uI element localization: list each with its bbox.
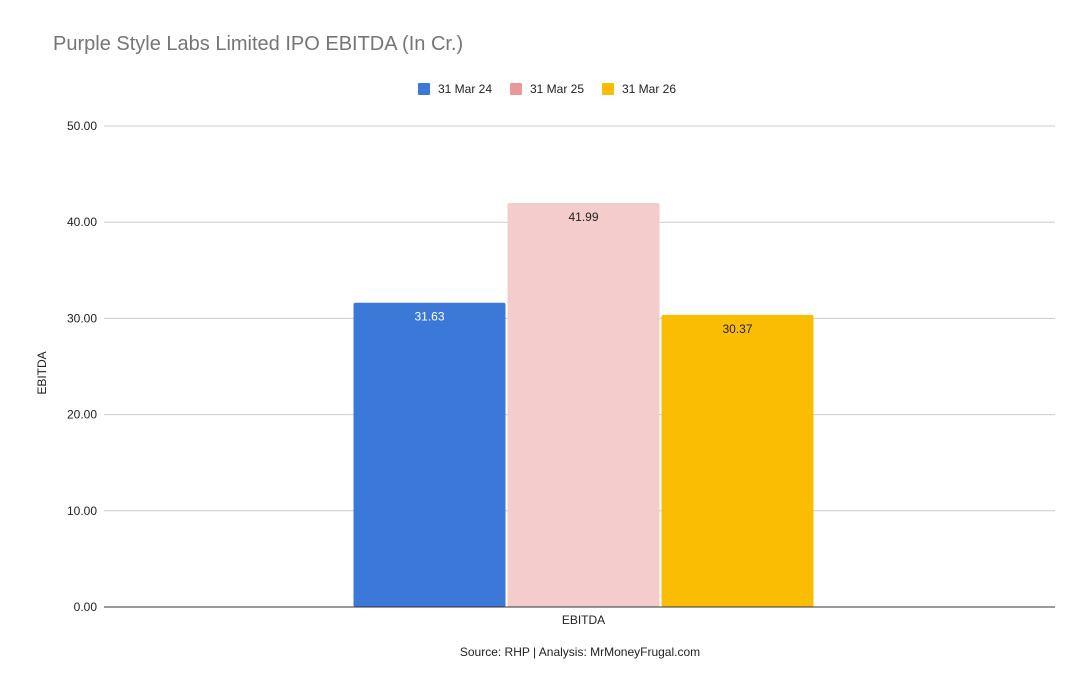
bar-31-mar-24: [353, 302, 506, 607]
legend-swatch: [602, 83, 614, 95]
data-labels: 31.63 41.99 30.37: [414, 210, 752, 336]
y-axis-ticks: 0.00 10.00 20.00 30.00 40.00 50.00: [67, 119, 97, 614]
legend-label: 31 Mar 24: [438, 82, 492, 96]
y-tick-label: 40.00: [67, 215, 97, 229]
data-label: 31.63: [414, 310, 444, 324]
y-tick-label: 0.00: [74, 600, 98, 614]
source-note: Source: RHP | Analysis: MrMoneyFrugal.co…: [460, 645, 700, 659]
x-tick-label: EBITDA: [562, 613, 605, 627]
legend-item[interactable]: 31 Mar 24: [418, 82, 492, 96]
data-label: 41.99: [568, 210, 598, 224]
legend-label: 31 Mar 25: [530, 82, 584, 96]
legend-label: 31 Mar 26: [622, 82, 676, 96]
legend-item[interactable]: 31 Mar 26: [602, 82, 676, 96]
data-label: 30.37: [722, 322, 752, 336]
legend-item[interactable]: 31 Mar 25: [510, 82, 584, 96]
bar-31-mar-26: [661, 314, 814, 607]
y-tick-label: 10.00: [67, 504, 97, 518]
y-axis-title: EBITDA: [35, 351, 49, 394]
legend: 31 Mar 24 31 Mar 25 31 Mar 26: [418, 82, 676, 96]
y-tick-label: 30.00: [67, 311, 97, 325]
y-tick-label: 20.00: [67, 408, 97, 422]
bar-31-mar-25: [507, 203, 660, 607]
legend-swatch: [418, 83, 430, 95]
y-tick-label: 50.00: [67, 119, 97, 133]
legend-swatch: [510, 83, 522, 95]
x-axis-ticks: EBITDA: [562, 613, 605, 627]
bars: [353, 203, 814, 607]
chart-title: Purple Style Labs Limited IPO EBITDA (In…: [53, 33, 463, 55]
